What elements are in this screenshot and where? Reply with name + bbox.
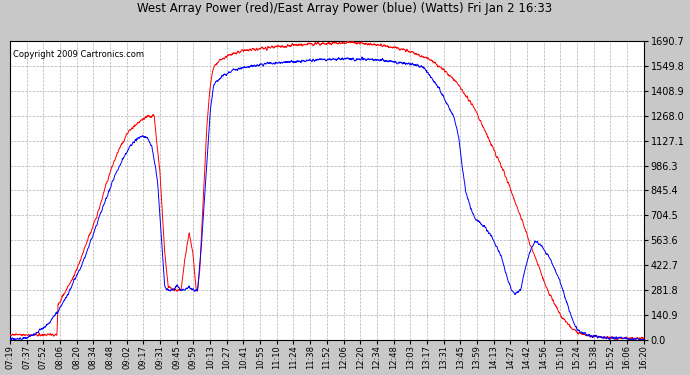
Text: Copyright 2009 Cartronics.com: Copyright 2009 Cartronics.com <box>13 50 144 59</box>
Text: West Array Power (red)/East Array Power (blue) (Watts) Fri Jan 2 16:33: West Array Power (red)/East Array Power … <box>137 2 553 15</box>
